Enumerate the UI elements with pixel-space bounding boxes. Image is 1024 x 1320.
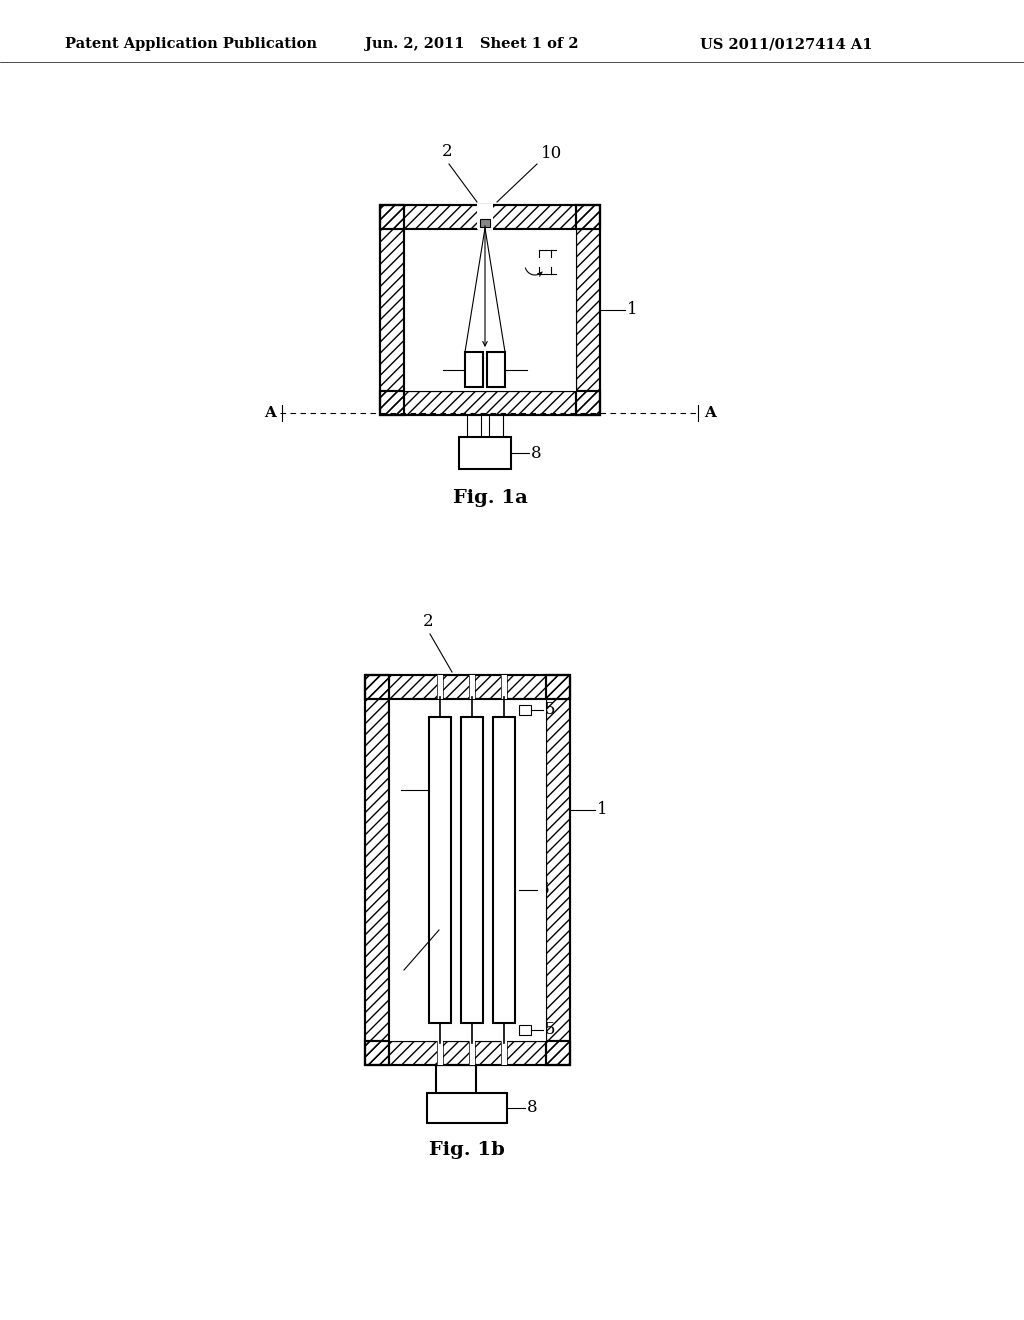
Bar (437, 675, 443, 700)
Text: 8: 8 (531, 445, 542, 462)
Text: Fig. 1a: Fig. 1a (453, 488, 527, 507)
Text: 5: 5 (558, 242, 568, 259)
Bar (437, 1041, 443, 1065)
Text: 2: 2 (423, 612, 433, 630)
Bar (365, 675, 389, 1065)
Bar (487, 352, 505, 387)
Bar (427, 1093, 507, 1123)
Text: 5: 5 (545, 701, 555, 718)
Text: 6: 6 (558, 265, 568, 282)
Bar (365, 1041, 570, 1065)
Text: 6: 6 (539, 882, 550, 899)
Text: Jun. 2, 2011   Sheet 1 of 2: Jun. 2, 2011 Sheet 1 of 2 (365, 37, 579, 51)
Bar (365, 1041, 570, 1065)
Bar (404, 228, 575, 391)
Bar (365, 675, 570, 700)
Bar (575, 205, 600, 414)
Bar (480, 219, 490, 227)
Bar (469, 675, 475, 700)
Text: 5: 5 (545, 1022, 555, 1039)
Bar (501, 675, 507, 700)
Bar (493, 717, 515, 1023)
Text: A: A (705, 407, 716, 420)
Bar (380, 391, 600, 414)
Text: 10: 10 (541, 145, 562, 162)
Bar (546, 675, 570, 1065)
Text: 8: 8 (527, 1100, 538, 1117)
Bar (459, 437, 511, 469)
Bar (519, 1026, 531, 1035)
Bar (477, 205, 493, 230)
Text: A: A (264, 407, 276, 420)
Bar (501, 1041, 507, 1065)
Text: 2: 2 (441, 143, 453, 160)
Bar (365, 675, 570, 700)
Bar (380, 205, 404, 414)
Bar (380, 391, 600, 414)
Text: 1: 1 (627, 301, 638, 318)
Bar (575, 205, 600, 414)
Bar (365, 675, 570, 700)
Bar (575, 205, 600, 414)
Bar (546, 675, 570, 1065)
Bar (380, 205, 404, 414)
Text: 4: 4 (430, 362, 441, 379)
Bar (380, 205, 600, 228)
Bar (469, 1041, 475, 1065)
Bar (365, 1041, 570, 1065)
Text: US 2011/0127414 A1: US 2011/0127414 A1 (700, 37, 872, 51)
Text: Patent Application Publication: Patent Application Publication (65, 37, 317, 51)
Bar (429, 717, 451, 1023)
Bar (465, 352, 483, 387)
Text: 3: 3 (529, 362, 540, 379)
Bar (546, 675, 570, 1065)
Bar (519, 705, 531, 715)
Bar (365, 675, 389, 1065)
Bar (380, 391, 600, 414)
Bar (380, 205, 404, 414)
Bar (389, 700, 546, 1041)
Text: 4: 4 (388, 781, 399, 799)
Bar (461, 717, 483, 1023)
Bar (380, 205, 600, 228)
Text: 1: 1 (597, 801, 607, 818)
Bar (380, 205, 600, 228)
Text: 3: 3 (390, 974, 401, 991)
Text: Fig. 1b: Fig. 1b (429, 1140, 505, 1159)
Bar (365, 675, 389, 1065)
